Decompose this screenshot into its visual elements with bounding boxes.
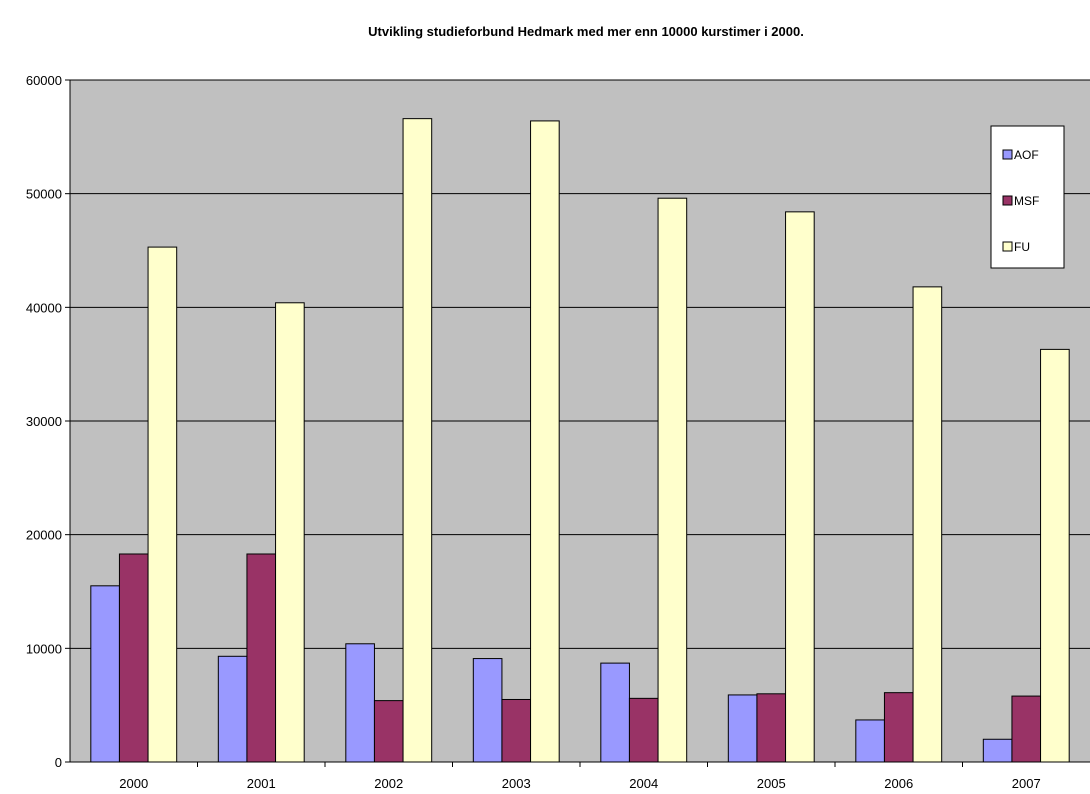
legend-swatch-aof bbox=[1002, 149, 1013, 160]
legend-swatch-msf bbox=[1002, 195, 1013, 206]
legend-swatch-fu bbox=[1002, 241, 1013, 252]
y-tick-label: 30000 bbox=[26, 414, 62, 429]
bar-msf-2003 bbox=[501, 698, 532, 763]
y-tick-label: 20000 bbox=[26, 528, 62, 543]
legend-label-msf: MSF bbox=[1014, 194, 1039, 208]
y-tick-label: 10000 bbox=[26, 641, 62, 656]
x-tick-label: 2007 bbox=[1012, 776, 1041, 791]
y-tick-label: 50000 bbox=[26, 187, 62, 202]
bar-msf-2000 bbox=[118, 553, 149, 763]
y-tick-label: 40000 bbox=[26, 300, 62, 315]
bar-fu-2002 bbox=[402, 118, 433, 763]
axes: 0 10000 20000 30000 40000 50000 60000 2000 2001 2… bbox=[26, 73, 1090, 791]
bar-fu-2001 bbox=[275, 302, 305, 763]
chart-title: Utvikling studieforbund Hedmark med mer … bbox=[368, 24, 804, 39]
bar-fu-2006 bbox=[912, 286, 943, 763]
x-tick-label: 2003 bbox=[502, 776, 531, 791]
bar-aof-2001 bbox=[217, 655, 248, 763]
x-tick-label: 2000 bbox=[119, 776, 148, 791]
bars bbox=[90, 118, 1070, 763]
bar-aof-2007 bbox=[982, 738, 1013, 763]
legend: AOF MSF FU bbox=[990, 125, 1065, 269]
bar-aof-2006 bbox=[855, 719, 885, 763]
y-tick-label: 60000 bbox=[26, 73, 62, 88]
bar-aof-2003 bbox=[472, 658, 503, 763]
bar-msf-2004 bbox=[628, 697, 659, 763]
x-tick-label: 2004 bbox=[629, 776, 658, 791]
bar-fu-2004 bbox=[657, 197, 688, 763]
bar-msf-2005 bbox=[756, 693, 787, 763]
bar-fu-2005 bbox=[785, 211, 815, 763]
x-tick-label: 2006 bbox=[884, 776, 913, 791]
bar-aof-2000 bbox=[90, 585, 120, 763]
bar-fu-2007 bbox=[1040, 348, 1070, 763]
bar-fu-2000 bbox=[147, 246, 178, 763]
bar-aof-2004 bbox=[600, 662, 630, 763]
bar-msf-2006 bbox=[883, 692, 914, 763]
gridlines bbox=[70, 79, 1090, 649]
bar-msf-2002 bbox=[373, 700, 404, 763]
bar-fu-2003 bbox=[530, 120, 560, 763]
x-tick-label: 2002 bbox=[374, 776, 403, 791]
legend-label-fu: FU bbox=[1014, 240, 1030, 254]
bar-aof-2002 bbox=[345, 643, 375, 763]
bar-msf-2007 bbox=[1011, 695, 1042, 763]
bar-aof-2005 bbox=[727, 694, 758, 763]
bar-msf-2001 bbox=[246, 553, 277, 763]
legend-label-aof: AOF bbox=[1014, 148, 1039, 162]
y-tick-label: 0 bbox=[55, 755, 62, 770]
x-tick-label: 2001 bbox=[247, 776, 276, 791]
x-tick-label: 2005 bbox=[757, 776, 786, 791]
